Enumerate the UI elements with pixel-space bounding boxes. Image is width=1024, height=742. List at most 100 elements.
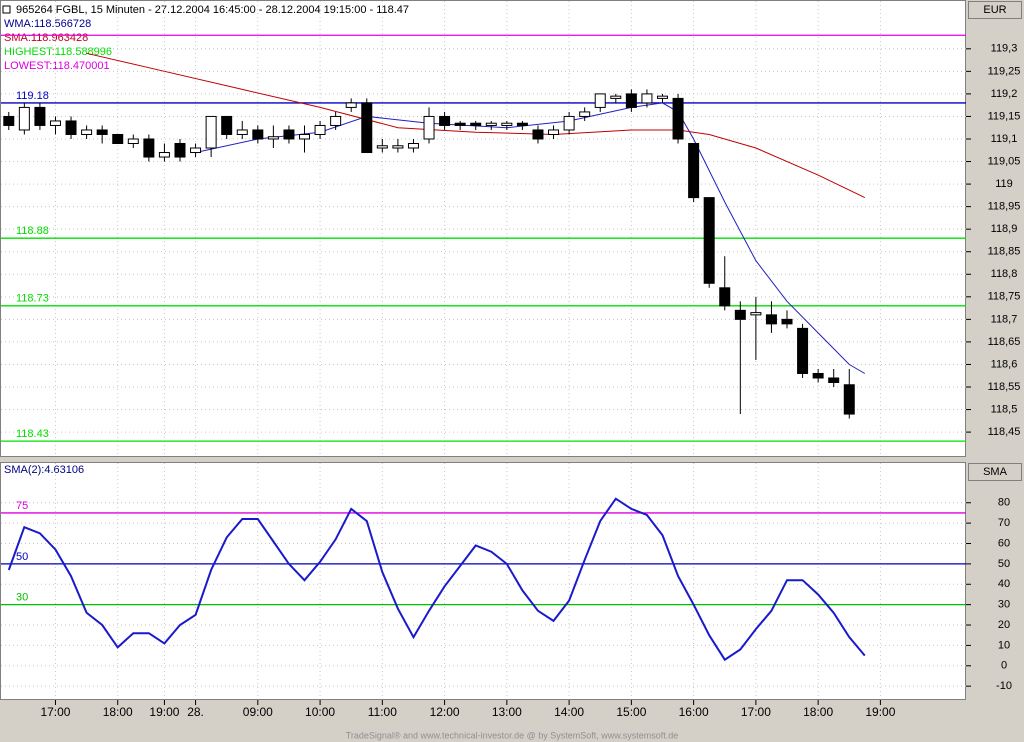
y-tick-label: 119,2 <box>991 88 1018 100</box>
y-tick-label: 119 <box>995 178 1013 190</box>
candle-body <box>65 120 77 135</box>
candle-body <box>734 309 746 320</box>
y-tick-label: 118,85 <box>988 246 1021 258</box>
candle-body <box>703 197 715 284</box>
y-tick-label: 118,45 <box>988 426 1021 438</box>
candle-body <box>439 115 451 126</box>
y-tick-label: 118,8 <box>991 268 1018 280</box>
candle-body <box>532 129 544 140</box>
axis-label-box <box>968 1 1022 19</box>
candle-body <box>392 145 404 149</box>
oscillator-line <box>7 497 866 662</box>
candle-body <box>112 133 124 144</box>
chart-title: 965264 FGBL, 15 Minuten - 27.12.2004 16:… <box>16 4 409 16</box>
candle-body <box>485 122 497 126</box>
y-tick-label: 10 <box>998 639 1010 651</box>
candle-body <box>361 102 373 154</box>
candle-body <box>625 93 637 108</box>
candle-body <box>267 136 279 140</box>
x-tick-label: 19:00 <box>865 705 895 719</box>
legend-entry: LOWEST:118.470001 <box>4 60 110 72</box>
x-tick-label: 10:00 <box>305 705 335 719</box>
x-tick-label: 16:00 <box>679 705 709 719</box>
y-tick-label: 118,55 <box>988 381 1021 393</box>
candle-body <box>501 122 513 126</box>
y-tick-label: 20 <box>998 619 1010 631</box>
legend-entry: WMA:118.566728 <box>4 18 91 30</box>
candle-body <box>205 115 217 149</box>
x-tick-label: 18:00 <box>103 705 133 719</box>
y-tick-label: 118,6 <box>991 358 1018 370</box>
candle-body <box>828 377 840 383</box>
y-tick-label: -10 <box>996 680 1012 692</box>
candle-body <box>96 129 108 135</box>
candle-body <box>454 122 466 126</box>
y-tick-label: 118,65 <box>988 336 1021 348</box>
candle-body <box>407 142 419 149</box>
candle-body <box>672 97 684 140</box>
level-label: 118.88 <box>16 225 49 237</box>
y-tick-label: 118,7 <box>991 313 1018 325</box>
y-tick-label: 60 <box>998 537 1010 549</box>
candle-body <box>470 122 482 126</box>
candle-body <box>516 122 528 126</box>
candle-body <box>158 152 170 158</box>
candle-body <box>345 102 357 108</box>
candle-body <box>143 138 155 158</box>
candle-body <box>34 106 46 126</box>
candle-body <box>221 115 233 135</box>
candle-body <box>563 115 575 131</box>
candle-body <box>18 106 30 131</box>
candle-body <box>641 93 653 104</box>
axis-label: SMA <box>983 466 1008 478</box>
x-tick-label: 19:00 <box>149 705 179 719</box>
oscillator-panel <box>0 462 966 700</box>
candle-body <box>127 138 139 144</box>
y-tick-label: 119,1 <box>991 133 1018 145</box>
y-tick-label: 50 <box>998 558 1010 570</box>
candle-body <box>548 129 560 135</box>
candle-body <box>719 287 731 307</box>
y-tick-label: 119,15 <box>988 110 1021 122</box>
x-tick-label: 14:00 <box>554 705 584 719</box>
y-tick-label: 30 <box>998 599 1010 611</box>
candle-body <box>656 95 668 99</box>
candle-body <box>579 111 591 117</box>
candle-body <box>610 95 622 99</box>
x-tick-label: 11:00 <box>368 705 397 719</box>
footer: TradeSignal® and www.technical-investor.… <box>346 730 679 740</box>
axis-label: EUR <box>983 4 1006 16</box>
axis-label-box <box>968 463 1022 481</box>
y-tick-label: 119,05 <box>988 155 1021 167</box>
candle-body <box>81 129 93 135</box>
candle-body <box>594 93 606 108</box>
x-tick-label: 15:00 <box>616 705 646 719</box>
y-tick-label: 40 <box>998 578 1010 590</box>
candle-body <box>3 115 15 126</box>
level-label: 118.73 <box>16 293 49 305</box>
candle-body <box>812 372 824 379</box>
y-tick-label: 118,9 <box>991 223 1018 235</box>
candle-body <box>174 142 186 158</box>
candle-body <box>314 124 326 135</box>
candle-body <box>376 145 388 149</box>
level-label: 30 <box>16 592 28 604</box>
x-tick-label: 12:00 <box>430 705 460 719</box>
level-label: 118.43 <box>16 428 49 440</box>
y-tick-label: 119,3 <box>991 43 1018 55</box>
x-tick-label: 09:00 <box>243 705 273 719</box>
x-tick-label: 28. <box>187 705 204 719</box>
price-panel <box>0 0 966 457</box>
candle-body <box>843 384 855 415</box>
y-tick-label: 118,5 <box>991 403 1018 415</box>
x-tick-label: 13:00 <box>492 705 522 719</box>
y-tick-label: 118,75 <box>988 291 1021 303</box>
x-tick-label: 18:00 <box>803 705 833 719</box>
candle-body <box>236 129 248 135</box>
x-tick-label: 17:00 <box>40 705 70 719</box>
level-label: 50 <box>16 551 28 563</box>
candle-body <box>49 120 61 126</box>
candle-body <box>688 142 700 199</box>
